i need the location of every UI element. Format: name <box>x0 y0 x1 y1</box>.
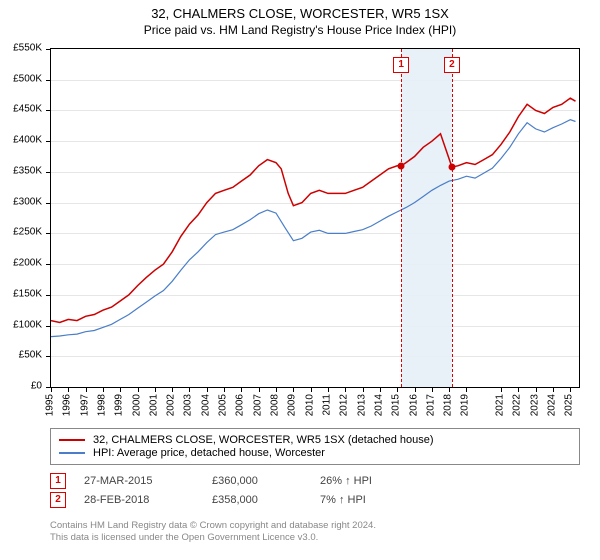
sale-row: 2 28-FEB-2018 £358,000 7% ↑ HPI <box>50 492 580 508</box>
y-tick-label: £350K <box>13 165 42 176</box>
chart-plot-area: 12 <box>50 48 580 388</box>
x-tick-label: 1996 <box>62 394 73 416</box>
y-tick-label: £0 <box>31 381 42 392</box>
x-tick-label: 2022 <box>512 394 523 416</box>
x-tick-label: 2024 <box>547 394 558 416</box>
y-tick-label: £100K <box>13 319 42 330</box>
x-tick-label: 2001 <box>148 394 159 416</box>
x-tick-label: 2021 <box>495 394 506 416</box>
x-tick-label: 2019 <box>460 394 471 416</box>
x-tick-label: 2009 <box>287 394 298 416</box>
x-axis-labels: 1995199619971998199920002001200220032004… <box>50 390 580 430</box>
legend-label: 32, CHALMERS CLOSE, WORCESTER, WR5 1SX (… <box>93 434 434 446</box>
x-tick-label: 1997 <box>79 394 90 416</box>
page-subtitle: Price paid vs. HM Land Registry's House … <box>0 23 600 37</box>
x-tick-label: 2002 <box>166 394 177 416</box>
y-tick-label: £400K <box>13 135 42 146</box>
sale-row: 1 27-MAR-2015 £360,000 26% ↑ HPI <box>50 473 580 489</box>
x-tick-label: 1998 <box>96 394 107 416</box>
sale-dot <box>398 162 405 169</box>
sale-vline <box>401 49 402 387</box>
x-tick-label: 2000 <box>131 394 142 416</box>
y-tick-label: £450K <box>13 104 42 115</box>
y-tick-label: £150K <box>13 288 42 299</box>
sale-marker-box: 2 <box>50 492 66 508</box>
x-tick-label: 2003 <box>183 394 194 416</box>
x-tick-label: 2012 <box>339 394 350 416</box>
y-axis-labels: £0£50K£100K£150K£200K£250K£300K£350K£400… <box>0 48 46 388</box>
series-line <box>51 120 576 337</box>
x-tick-label: 2018 <box>443 394 454 416</box>
x-tick-label: 2006 <box>235 394 246 416</box>
x-tick-label: 2011 <box>321 394 332 416</box>
sale-dot <box>448 163 455 170</box>
y-tick-label: £50K <box>19 350 42 361</box>
sale-date: 27-MAR-2015 <box>84 475 194 487</box>
series-line <box>51 98 576 322</box>
y-tick-label: £500K <box>13 73 42 84</box>
legend-item: 32, CHALMERS CLOSE, WORCESTER, WR5 1SX (… <box>59 434 571 446</box>
sale-price: £358,000 <box>212 494 302 506</box>
footnote-line: Contains HM Land Registry data © Crown c… <box>50 520 580 532</box>
footnote-line: This data is licensed under the Open Gov… <box>50 532 580 544</box>
legend-label: HPI: Average price, detached house, Worc… <box>93 447 325 459</box>
y-tick-label: £250K <box>13 227 42 238</box>
y-tick-label: £300K <box>13 196 42 207</box>
chart-legend: 32, CHALMERS CLOSE, WORCESTER, WR5 1SX (… <box>50 428 580 465</box>
sales-table: 1 27-MAR-2015 £360,000 26% ↑ HPI 2 28-FE… <box>50 470 580 511</box>
sale-vline <box>452 49 453 387</box>
x-tick-label: 2005 <box>218 394 229 416</box>
x-tick-label: 2016 <box>408 394 419 416</box>
y-tick-label: £200K <box>13 258 42 269</box>
x-tick-label: 1995 <box>45 394 56 416</box>
x-tick-label: 2014 <box>373 394 384 416</box>
sale-hpi: 26% ↑ HPI <box>320 475 420 487</box>
x-tick-label: 2007 <box>252 394 263 416</box>
footnote: Contains HM Land Registry data © Crown c… <box>50 520 580 545</box>
x-tick-label: 2017 <box>425 394 436 416</box>
x-tick-label: 2010 <box>304 394 315 416</box>
x-tick-label: 2008 <box>270 394 281 416</box>
x-tick-label: 2025 <box>564 394 575 416</box>
sale-price: £360,000 <box>212 475 302 487</box>
y-tick-label: £550K <box>13 43 42 54</box>
sale-number-box: 1 <box>393 57 409 73</box>
x-tick-label: 2013 <box>356 394 367 416</box>
legend-item: HPI: Average price, detached house, Worc… <box>59 447 571 459</box>
sale-marker-box: 1 <box>50 473 66 489</box>
sale-hpi: 7% ↑ HPI <box>320 494 420 506</box>
page-title: 32, CHALMERS CLOSE, WORCESTER, WR5 1SX <box>0 6 600 21</box>
x-tick-label: 2015 <box>391 394 402 416</box>
sale-number-box: 2 <box>444 57 460 73</box>
x-tick-label: 2004 <box>200 394 211 416</box>
x-tick-label: 2023 <box>529 394 540 416</box>
x-tick-label: 1999 <box>114 394 125 416</box>
sale-date: 28-FEB-2018 <box>84 494 194 506</box>
